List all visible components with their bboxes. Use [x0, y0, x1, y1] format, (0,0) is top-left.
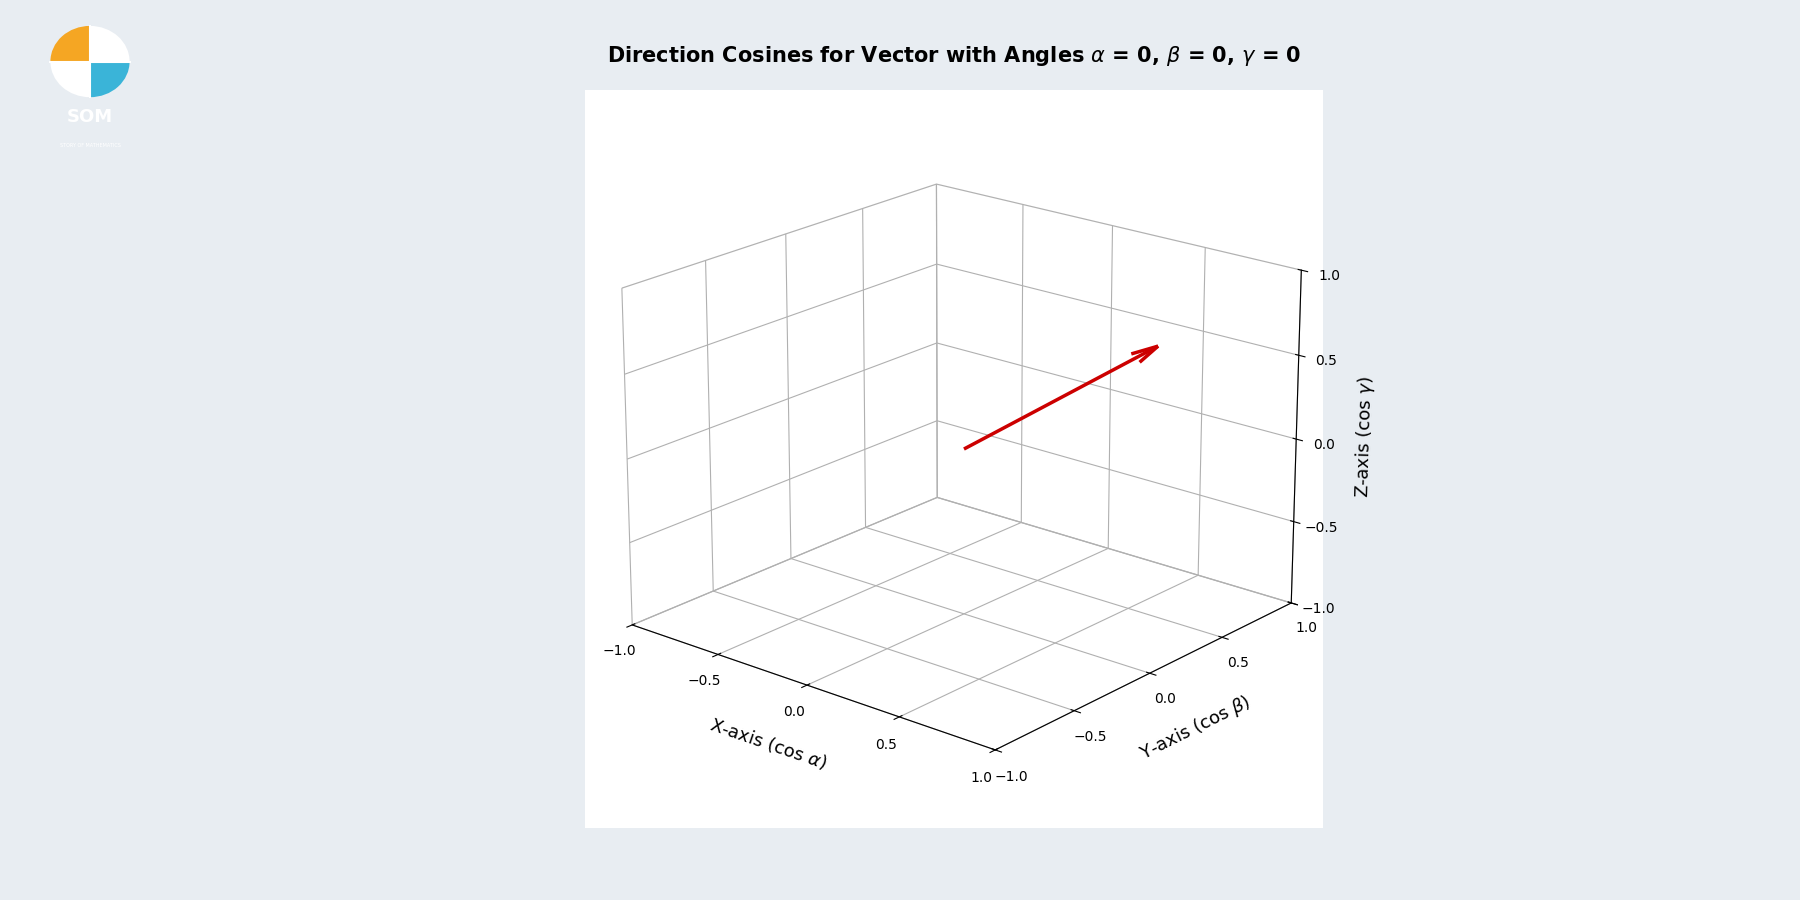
Y-axis label: Y-axis (cos $\beta$): Y-axis (cos $\beta$) [1136, 691, 1255, 765]
Wedge shape [90, 26, 130, 61]
Wedge shape [50, 61, 90, 97]
Text: STORY OF MATHEMATICS: STORY OF MATHEMATICS [59, 143, 121, 148]
Title: Direction Cosines for Vector with Angles $\alpha$ = 0, $\beta$ = 0, $\gamma$ = 0: Direction Cosines for Vector with Angles… [607, 44, 1301, 68]
Wedge shape [90, 61, 130, 97]
Text: SOM: SOM [67, 108, 113, 126]
Wedge shape [50, 26, 90, 61]
X-axis label: X-axis (cos $\alpha$): X-axis (cos $\alpha$) [707, 714, 830, 773]
